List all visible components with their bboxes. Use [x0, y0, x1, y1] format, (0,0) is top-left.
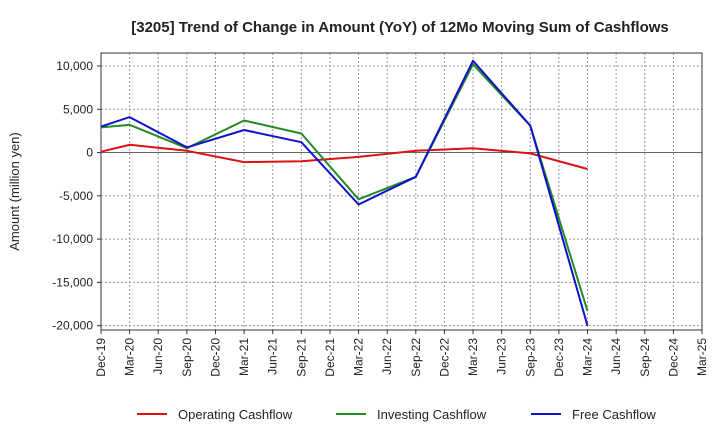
x-tick-label: Mar-24 [581, 338, 595, 376]
y-tick-label: 0 [86, 146, 93, 160]
x-tick-label: Mar-22 [352, 338, 366, 376]
x-tick-label: Jun-23 [495, 338, 509, 375]
x-tick-label: Sep-20 [180, 338, 194, 377]
x-tick-label: Mar-25 [695, 338, 709, 376]
x-tick-label: Jun-21 [266, 338, 280, 375]
grid [101, 53, 702, 330]
investing-cashflow-line [100, 63, 589, 312]
y-axis: 10,000 5,000 0 -5,000 -10,000 -15,000 -20,000 [52, 59, 101, 333]
x-tick-label: Jun-24 [609, 338, 623, 375]
x-tick-label: Mar-21 [237, 338, 251, 376]
y-tick-label: -20,000 [52, 319, 93, 333]
x-tick-label: Dec-22 [437, 338, 451, 377]
plot-area [100, 52, 703, 331]
x-tick-label: Dec-19 [94, 338, 108, 377]
x-tick-label: Sep-24 [638, 338, 652, 377]
y-tick-label: -10,000 [52, 232, 93, 246]
legend-label-investing-cashflow: Investing Cashflow [377, 407, 487, 422]
x-tick-label: Sep-23 [523, 338, 537, 377]
x-tick-label: Dec-21 [323, 338, 337, 377]
chart-title: [3205] Trend of Change in Amount (YoY) o… [131, 19, 669, 36]
series-layer [100, 59, 589, 326]
x-tick-label: Dec-20 [208, 338, 222, 377]
x-tick-label: Dec-24 [666, 338, 680, 377]
x-tick-label: Mar-23 [466, 338, 480, 376]
legend: Operating Cashflow Investing Cashflow Free… [137, 407, 656, 422]
x-tick-label: Sep-21 [294, 338, 308, 377]
free-cashflow-line [100, 59, 589, 326]
x-tick-label: Dec-23 [552, 338, 566, 377]
x-tick-label: Jun-22 [380, 338, 394, 375]
legend-label-free-cashflow: Free Cashflow [572, 407, 656, 422]
y-tick-label: 10,000 [56, 59, 93, 73]
x-tick-label: Mar-20 [123, 338, 137, 376]
x-tick-label: Jun-20 [151, 338, 165, 375]
x-tick-label: Sep-22 [409, 338, 423, 377]
x-axis: Dec-19 Mar-20 Jun-20 Sep-20 Dec-20 Mar-21 Jun-… [94, 330, 709, 377]
y-axis-label: Amount (million yen) [7, 132, 22, 251]
operating-cashflow-line [100, 143, 588, 170]
y-tick-label: -5,000 [59, 189, 93, 203]
y-tick-label: 5,000 [63, 102, 93, 116]
y-tick-label: -15,000 [52, 275, 93, 289]
legend-label-operating-cashflow: Operating Cashflow [178, 407, 293, 422]
